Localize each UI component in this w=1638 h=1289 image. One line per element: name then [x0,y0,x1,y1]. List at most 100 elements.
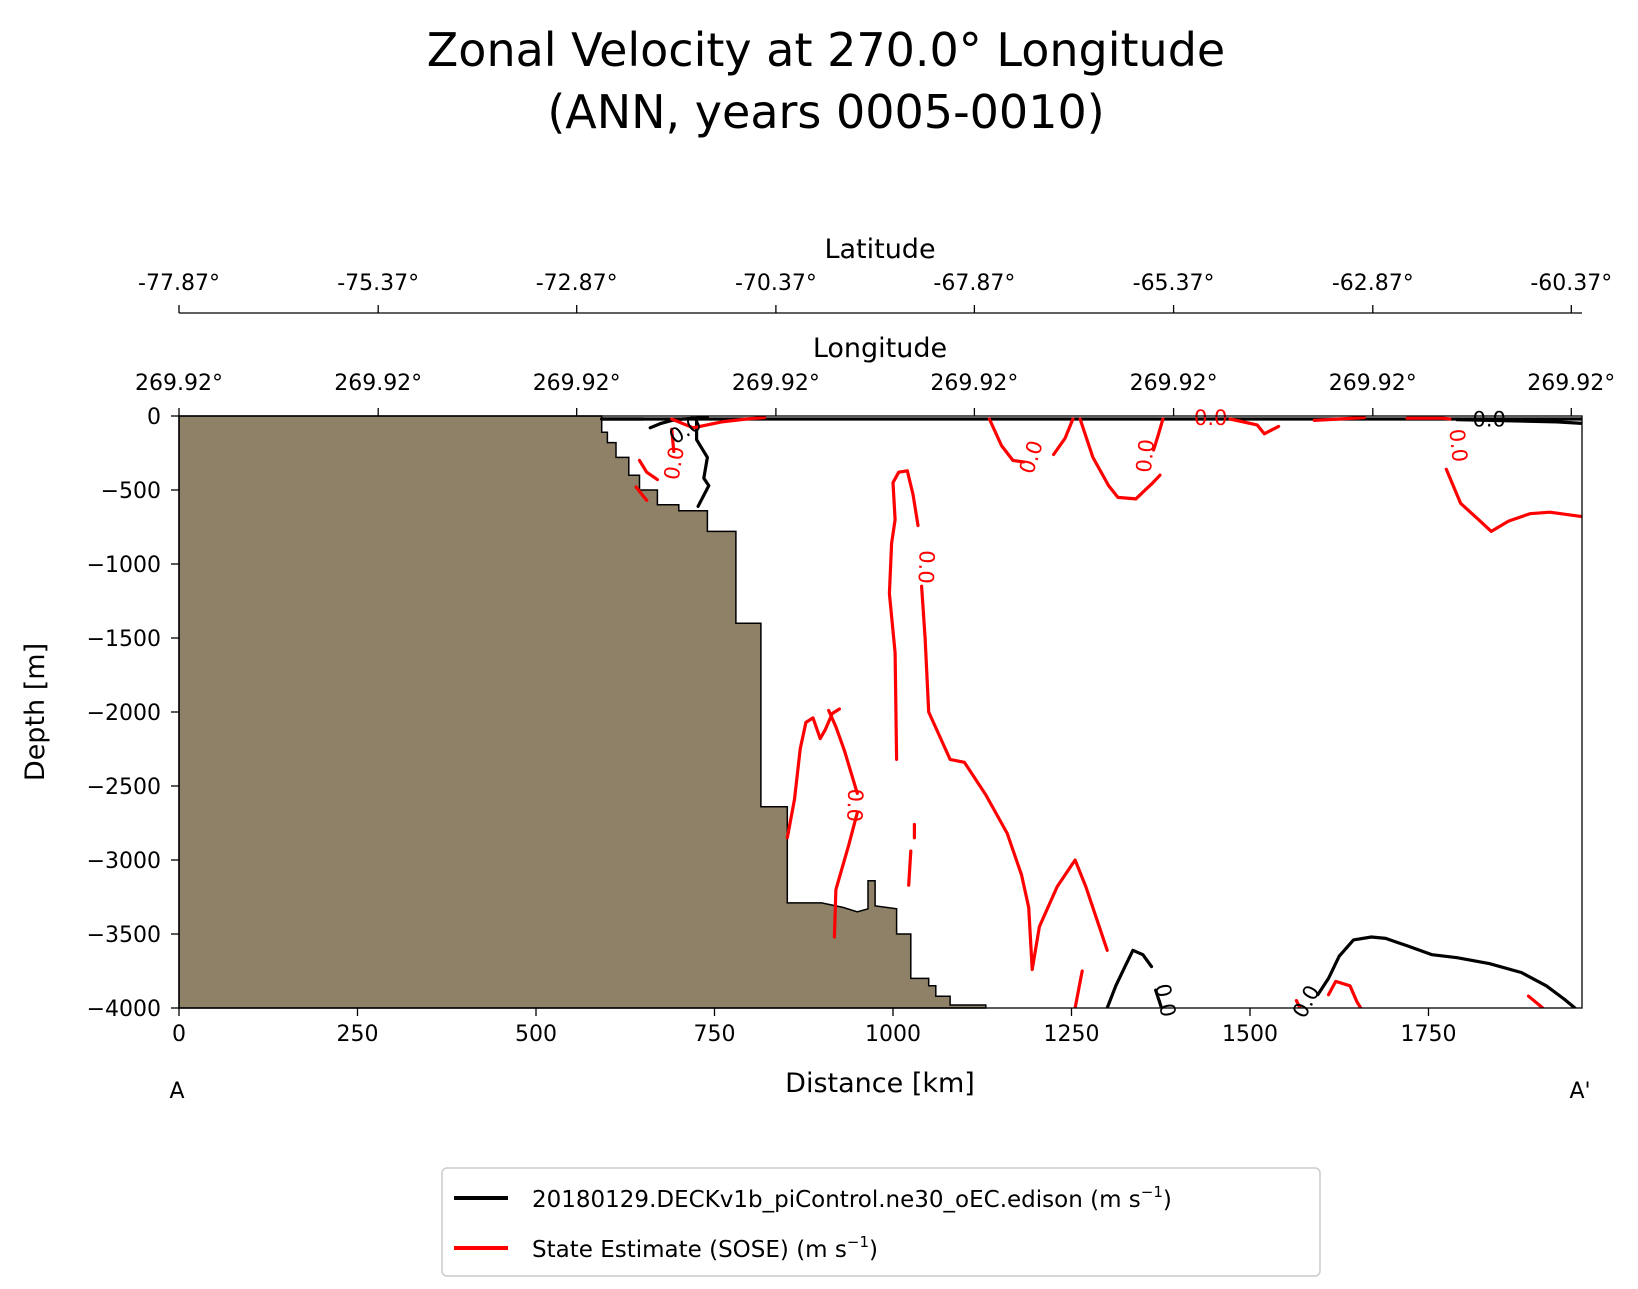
legend-model-units-open: ( [1090,1187,1099,1213]
contour-1-8 [827,708,859,796]
legend-sose-units: m s [805,1237,847,1263]
contour-label-1-4: 0.0 [1132,438,1159,474]
latitude-tick-label: -77.87° [138,271,220,296]
x-tick-label: 500 [515,1022,557,1047]
contour-1-9 [785,707,842,840]
contour-1-19 [1444,467,1582,534]
contour-1-2 [634,485,649,502]
x-tick-label: 1250 [1043,1022,1099,1047]
legend-entry-sose: State Estimate (SOSE) (m s−1) [532,1233,878,1263]
y-tick-label: −1000 [87,553,161,578]
contour-label-0-1: 0.0 [1288,981,1325,1022]
legend: 20180129.DECKv1b_piControl.ne30_oEC.edis… [441,1167,1321,1277]
longitude-tick-label: 269.92° [732,371,820,396]
contour-1-17 [1312,416,1366,422]
contour-1-5 [919,584,1109,972]
contour-1-14 [1078,417,1162,501]
legend-model-units: m s [1099,1187,1141,1213]
plot-area: 0.0 0.00.0 0.00.00.00.00.0 0.00.00.0 [178,406,1583,1022]
latitude-tick-label: -67.87° [933,271,1015,296]
contour-1-0 [670,427,676,454]
latitude-ticks: -77.87° -75.37° -72.87° -70.37° -67.87° -65.3… [138,271,1612,313]
y-axis-title: Depth [m] [20,643,51,781]
latitude-tick-label: -60.37° [1530,271,1612,296]
legend-sose-units-exp: −1 [847,1233,869,1251]
legend-model-units-exp: −1 [1141,1183,1163,1201]
contour-1-13 [1051,417,1075,457]
latitude-tick-label: -72.87° [536,271,618,296]
contour-0-0 [1105,948,1154,1008]
contour-label-0-3: 0.0 [1472,407,1505,431]
contour-1-12 [987,417,1026,464]
bathymetry-fill [178,415,987,1009]
endpoint-label-start: A [169,1079,184,1104]
contour-1-18 [1405,416,1452,421]
y-tick-label: −500 [101,479,161,504]
contour-label-1-2: 0.0 [842,788,867,822]
contour-label-1-1: 0.0 [914,550,939,584]
latitude-tick-label: -75.37° [337,271,419,296]
legend-sose-name: State Estimate (SOSE) [532,1237,789,1263]
legend-sose-units-open: ( [796,1237,805,1263]
contour-1-6 [1073,969,1084,1008]
x-tick-label: 750 [693,1022,735,1047]
endpoint-label-end: A' [1569,1079,1590,1104]
longitude-tick-label: 269.92° [334,371,422,396]
x-tick-label: 1750 [1400,1022,1456,1047]
contour-label-1-3: 0.0 [1015,438,1048,477]
longitude-tick-label: 269.92° [1329,371,1417,396]
contour-1-7 [832,810,859,939]
contour-0-2 [1316,935,1577,1008]
longitude-tick-label: 269.92° [135,371,223,396]
contour-1-1 [637,458,660,482]
x-tick-label: 250 [336,1022,378,1047]
contour-1-10 [907,849,913,887]
contour-0-4 [694,417,711,508]
x-tick-label: 0 [172,1022,186,1047]
contour-0-7 [1455,418,1582,425]
contours [600,416,1582,1008]
y-tick-label: −3000 [87,849,161,874]
contour-0-1 [1154,988,1164,1008]
longitude-ticks: 269.92° 269.92° 269.92° 269.92° 269.92° 269.9… [135,371,1615,416]
chart-title-line1: Zonal Velocity at 270.0° Longitude [427,23,1225,77]
contour-label-1-5: 0.0 [1194,406,1227,430]
longitude-tick-label: 269.92° [930,371,1018,396]
latitude-tick-label: -62.87° [1332,271,1414,296]
legend-box [441,1167,1321,1277]
latitude-tick-label: -65.37° [1133,271,1215,296]
contour-1-3 [670,416,767,430]
latitude-axis-title: Latitude [824,234,935,265]
y-tick-label: −1500 [87,627,161,652]
y-tick-label: −2500 [87,775,161,800]
y-tick-label: 0 [147,405,161,430]
latitude-tick-label: -70.37° [735,271,817,296]
x-tick-label: 1500 [1222,1022,1278,1047]
x-axis-ticks: 0 250 500 750 1000 1250 1500 1750 [172,1008,1456,1047]
contour-label-0-0: 0.0 [1150,982,1180,1020]
legend-sose-units-close: ) [869,1237,878,1263]
contour-1-21 [1294,998,1302,1008]
contour-1-15 [1151,417,1165,452]
x-axis-title: Distance [km] [785,1068,975,1099]
contour-1-22 [1526,994,1545,1008]
longitude-tick-label: 269.92° [1130,371,1218,396]
longitude-axis-title: Longitude [813,333,947,364]
contour-1-16 [1228,417,1281,436]
chart-title-line2: (ANN, years 0005-0010) [547,85,1104,139]
longitude-tick-label: 269.92° [533,371,621,396]
longitude-tick-label: 269.92° [1527,371,1615,396]
legend-entry-model: 20180129.DECKv1b_piControl.ne30_oEC.edis… [532,1183,1172,1213]
y-axis-ticks: 0 −500 −1000 −1500 −2000 −2500 −3000 −3500 −4000 [87,405,179,1022]
contour-1-20 [1326,979,1363,1008]
y-tick-label: −4000 [87,997,161,1022]
contour-label-1-6: 0.0 [1444,428,1471,464]
legend-model-units-close: ) [1163,1187,1172,1213]
x-tick-label: 1000 [865,1022,921,1047]
contour-1-4 [887,469,920,762]
contour-label-1-0: 0.0 [660,445,689,482]
y-tick-label: −2000 [87,701,161,726]
legend-model-name: 20180129.DECKv1b_piControl.ne30_oEC.edis… [532,1187,1083,1213]
y-tick-label: −3500 [87,923,161,948]
